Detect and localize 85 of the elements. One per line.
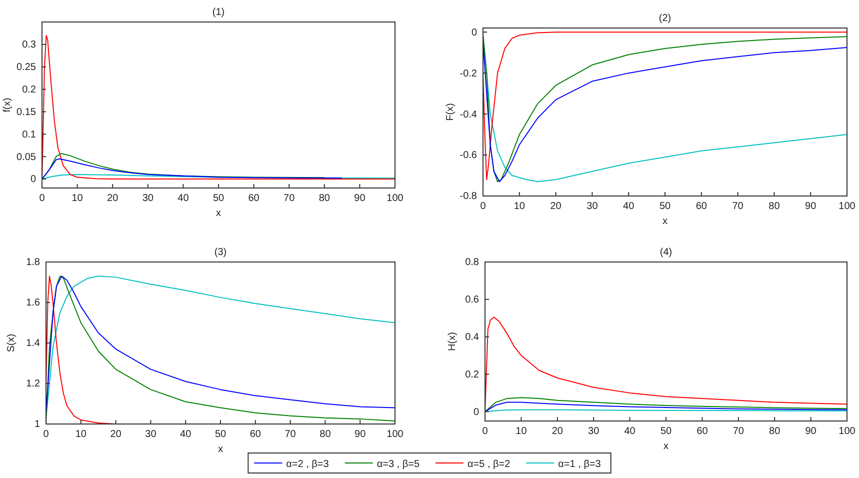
x-tick-label: 50 — [659, 201, 671, 212]
y-axis-title: H(x) — [447, 332, 458, 351]
y-tick-label: 0.6 — [465, 294, 480, 306]
x-tick-label: 60 — [250, 429, 262, 440]
x-tick-label: 80 — [318, 193, 330, 204]
y-tick-label: 0.1 — [22, 129, 36, 140]
x-tick-label: 0 — [480, 201, 486, 212]
x-tick-label: 50 — [212, 193, 224, 204]
x-axis-title: x — [218, 444, 223, 455]
line-series — [484, 402, 848, 412]
chart-title: (3) — [214, 247, 227, 258]
x-tick-label: 30 — [145, 429, 157, 440]
x-tick-label: 30 — [588, 426, 600, 438]
x-tick-label: 70 — [732, 201, 744, 212]
y-tick-label: 1 — [34, 419, 40, 430]
x-tick-label: 50 — [660, 426, 672, 438]
chart-title: (1) — [212, 7, 225, 18]
y-tick-label: 0 — [30, 174, 36, 186]
x-tick-label: 70 — [284, 193, 296, 204]
x-tick-label: 30 — [142, 193, 154, 204]
x-tick-label: 80 — [320, 429, 332, 440]
y-axis-title: S(x) — [6, 334, 17, 352]
x-tick-label: 100 — [838, 426, 856, 438]
x-tick-label: 40 — [180, 429, 192, 440]
x-tick-label: 90 — [354, 429, 366, 440]
x-tick-label: 20 — [550, 201, 562, 212]
x-tick-label: 70 — [284, 429, 296, 440]
x-tick-label: 80 — [769, 426, 781, 438]
line-series — [484, 397, 848, 412]
y-tick-label: 0.3 — [22, 40, 36, 51]
y-tick-label: 1.2 — [26, 378, 40, 390]
x-tick-label: 60 — [696, 426, 708, 438]
x-tick-label: 100 — [386, 429, 404, 440]
x-axis-title: x — [216, 208, 221, 219]
x-tick-label: 30 — [586, 201, 598, 212]
x-tick-label: 40 — [624, 426, 636, 438]
x-tick-label: 20 — [552, 426, 564, 438]
x-tick-label: 20 — [110, 429, 122, 440]
line-series — [42, 158, 343, 180]
y-tick-label: 1.6 — [26, 298, 40, 309]
y-tick-label: 0.05 — [16, 152, 36, 163]
x-tick-label: 60 — [696, 201, 708, 212]
x-axis-title: x — [664, 441, 668, 452]
x-axis-title: x — [662, 216, 668, 227]
legend-label: α=5 , β=2 — [468, 459, 511, 470]
y-tick-label: 0 — [471, 27, 478, 38]
y-tick-label: 1.8 — [26, 257, 40, 268]
y-tick-label: 0.2 — [465, 369, 480, 380]
y-tick-label: 0.2 — [22, 84, 36, 96]
x-tick-label: 90 — [805, 201, 817, 212]
x-tick-label: 40 — [178, 193, 190, 204]
y-tick-label: -0.2 — [460, 68, 478, 80]
y-tick-label: 0.8 — [465, 257, 480, 268]
legend-label: α=3 , β=5 — [376, 459, 420, 470]
y-tick-label: 0.4 — [465, 332, 480, 344]
chart-title: (2) — [658, 13, 672, 24]
x-tick-label: 50 — [214, 429, 226, 440]
x-tick-label: 40 — [623, 201, 635, 212]
legend-label: α=1 , β=3 — [558, 459, 602, 470]
x-tick-label: 0 — [482, 426, 488, 438]
x-tick-label: 100 — [386, 193, 404, 204]
x-tick-label: 0 — [43, 429, 50, 440]
y-tick-label: 1.4 — [26, 338, 40, 350]
y-axis-title: F(x) — [445, 103, 456, 121]
y-tick-label: -0.6 — [460, 150, 478, 162]
y-tick-label: 0 — [473, 406, 480, 418]
x-tick-label: 90 — [805, 426, 817, 438]
x-tick-label: 20 — [107, 193, 119, 204]
y-tick-label: 0.25 — [16, 62, 36, 74]
y-axis-title: f(x) — [2, 98, 13, 112]
y-tick-label: 0.15 — [16, 106, 36, 118]
y-tick-label: -0.4 — [460, 109, 478, 120]
x-tick-label: 100 — [838, 201, 856, 212]
x-tick-label: 90 — [354, 193, 366, 204]
x-tick-label: 80 — [768, 201, 780, 212]
x-tick-label: 10 — [514, 201, 526, 212]
x-tick-label: 60 — [248, 193, 260, 204]
x-tick-label: 10 — [75, 429, 87, 440]
x-tick-label: 70 — [732, 426, 744, 438]
y-tick-label: -0.8 — [460, 191, 478, 202]
chart-title: (4) — [660, 247, 672, 258]
x-tick-label: 10 — [516, 426, 528, 438]
x-tick-label: 10 — [72, 193, 84, 204]
legend-label: α=2 , β=3 — [286, 459, 330, 470]
line-series — [42, 34, 396, 180]
